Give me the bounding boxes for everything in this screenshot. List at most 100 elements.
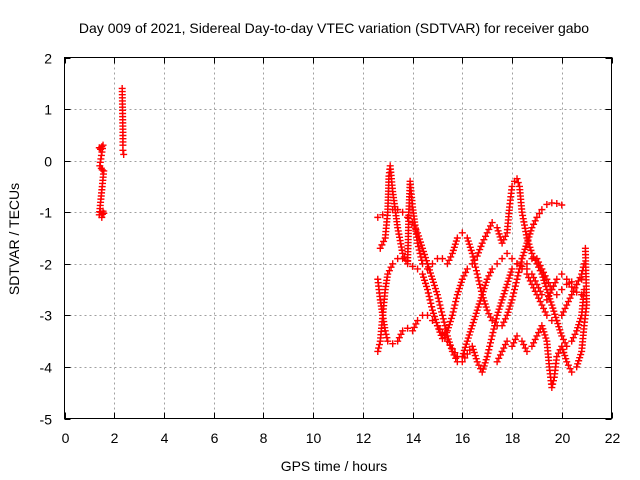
data-point [486, 222, 494, 230]
data-point [575, 321, 583, 329]
data-point [494, 308, 502, 316]
data-point [504, 308, 512, 316]
data-point [439, 315, 447, 323]
data-point [531, 335, 539, 343]
data-point [477, 242, 485, 250]
data-point [561, 304, 569, 312]
data-point [404, 324, 412, 332]
data-point [504, 277, 512, 285]
data-point [485, 225, 493, 233]
data-point [424, 311, 432, 319]
data-point [438, 311, 446, 319]
data-point [506, 271, 514, 279]
data-point [496, 302, 504, 310]
data-point [458, 229, 466, 237]
data-point [569, 287, 577, 295]
data-point [482, 303, 490, 311]
data-point [549, 377, 557, 385]
data-point [426, 269, 434, 277]
data-point [423, 282, 431, 290]
data-point [437, 304, 445, 312]
data-point [510, 339, 518, 347]
data-point [564, 298, 572, 306]
data-point [484, 349, 492, 357]
data-point [513, 332, 521, 340]
data-point [466, 328, 474, 336]
data-point [473, 252, 481, 260]
data-point [462, 268, 470, 276]
data-point [503, 249, 511, 257]
data-point [393, 221, 401, 229]
data-point [541, 272, 549, 280]
data-point [473, 270, 481, 278]
data-point [507, 299, 515, 307]
data-point [480, 362, 488, 370]
data-point [535, 210, 543, 218]
x-tick-label: 16 [455, 430, 471, 446]
data-point [447, 253, 455, 261]
data-point [555, 323, 563, 331]
data-point [513, 275, 521, 283]
data-point [551, 279, 559, 287]
data-point [448, 345, 456, 353]
data-point [563, 280, 571, 288]
data-point [550, 307, 558, 315]
data-point [451, 240, 459, 248]
data-point [478, 239, 486, 247]
data-point [461, 354, 469, 362]
data-point [419, 260, 427, 268]
data-point [518, 262, 526, 270]
data-point [557, 329, 565, 337]
y-tick-label: -1 [40, 205, 53, 221]
data-point [466, 243, 474, 251]
data-point [399, 255, 407, 263]
data-point [478, 291, 486, 299]
x-tick-label: 10 [306, 430, 322, 446]
data-point [493, 311, 501, 319]
data-point [432, 288, 440, 296]
data-point [428, 260, 436, 268]
data-point [436, 301, 444, 309]
data-point [488, 265, 496, 273]
data-point [463, 350, 471, 358]
y-tick-label: 1 [44, 102, 52, 118]
data-point [493, 260, 501, 268]
data-point [468, 249, 476, 257]
data-point [428, 306, 436, 314]
data-point [485, 346, 493, 354]
data-point [509, 292, 517, 300]
x-tick-label: 14 [406, 430, 422, 446]
data-point [492, 315, 500, 323]
data-point [467, 325, 475, 333]
data-point [544, 289, 552, 297]
data-point [539, 325, 547, 333]
data-point [501, 232, 509, 240]
data-point [527, 227, 535, 235]
data-point [446, 341, 454, 349]
data-point [421, 251, 429, 259]
data-point [508, 296, 516, 304]
data-point [530, 253, 538, 261]
data-point [451, 301, 459, 309]
data-point [418, 256, 426, 264]
data-point [448, 311, 456, 319]
data-point [491, 322, 499, 330]
data-point [495, 230, 503, 238]
data-point [578, 275, 586, 283]
data-point [501, 341, 509, 349]
data-point [471, 352, 479, 360]
data-point [536, 298, 544, 306]
data-point [490, 325, 498, 333]
data-point [568, 278, 576, 286]
data-point [543, 311, 551, 319]
data-point [461, 343, 469, 351]
data-point [454, 288, 462, 296]
data-point [488, 219, 496, 227]
data-point [527, 246, 535, 254]
data-point [482, 278, 490, 286]
data-point [513, 260, 521, 268]
data-point [455, 285, 463, 293]
data-point [433, 322, 441, 330]
data-point [538, 301, 546, 309]
data-point [417, 253, 425, 261]
